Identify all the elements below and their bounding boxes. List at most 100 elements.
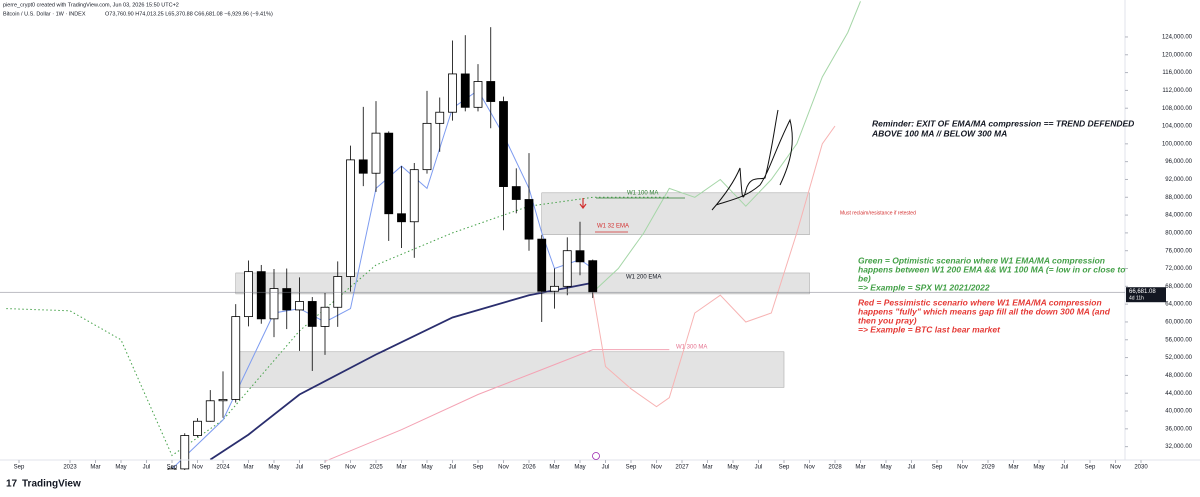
candle-body	[397, 213, 406, 223]
candle-body	[358, 159, 368, 174]
y-tick-label: 80,000.00	[1165, 230, 1192, 236]
x-tick-label: Sep	[932, 465, 943, 471]
candle-body	[333, 276, 343, 308]
y-tick-label: 68,000.00	[1165, 284, 1192, 290]
x-tick-label: May	[268, 465, 279, 471]
y-tick-label: 84,000.00	[1165, 213, 1192, 219]
candle-body	[499, 101, 508, 187]
ema32-label: W1 32 EMA	[597, 224, 629, 230]
x-tick-label: 2026	[522, 465, 536, 471]
candle-body	[193, 420, 202, 436]
candle-body	[320, 306, 330, 327]
x-tick-label: Mar	[90, 465, 100, 471]
y-tick-label: 108,000.00	[1162, 106, 1193, 112]
reminder: ABOVE 100 MA // BELOW 300 MA	[871, 128, 1007, 138]
x-tick-label: May	[115, 465, 126, 471]
green-note: Green = Optimistic scenario where W1 EMA…	[858, 255, 1105, 265]
y-tick-label: 52,000.00	[1165, 355, 1192, 361]
x-tick-label: May	[880, 465, 891, 471]
x-tick-label: May	[727, 465, 738, 471]
green-note: be)	[858, 273, 871, 283]
candle-body	[231, 316, 241, 400]
candle-body	[550, 285, 559, 292]
candle-body	[256, 271, 266, 320]
x-tick-label: May	[421, 465, 432, 471]
y-tick-label: 104,000.00	[1162, 124, 1193, 130]
x-tick-label: 2029	[981, 465, 995, 471]
candle-body	[537, 238, 547, 292]
ma300-label: W1 300 MA	[676, 345, 707, 351]
green-note: => Example = SPX W1 2021/2022	[858, 282, 990, 292]
x-tick-label: Jul	[143, 465, 151, 471]
indicator-line	[209, 281, 593, 461]
x-tick-label: Sep	[167, 465, 178, 471]
red-note: Red = Pessimistic scenario where W1 EMA/…	[858, 297, 1102, 307]
reminder: Reminder: EXIT OF EMA/MA compression == …	[872, 118, 1134, 128]
x-tick-label: Mar	[396, 465, 406, 471]
candle-body	[269, 288, 279, 320]
x-tick-label: Jul	[755, 465, 763, 471]
y-tick-label: 112,000.00	[1162, 88, 1192, 94]
candle-body	[371, 132, 381, 174]
candle-body	[562, 250, 572, 287]
candle-body	[218, 399, 228, 402]
zone	[235, 351, 785, 388]
candle-body	[409, 169, 419, 223]
logo-mark: 17	[6, 479, 18, 490]
y-tick-label: 124,000.00	[1162, 35, 1193, 41]
last-price-label: 66,681.08	[1129, 289, 1156, 295]
y-tick-label: 48,000.00	[1165, 373, 1192, 379]
x-tick-label: Mar	[855, 465, 865, 471]
x-tick-label: Nov	[192, 465, 203, 471]
event-icon	[592, 452, 600, 460]
x-tick-label: 2030	[1134, 465, 1148, 471]
x-tick-label: Nov	[957, 465, 968, 471]
drawing	[711, 109, 793, 211]
brand: TradingView	[22, 479, 81, 490]
indicator-line	[592, 125, 836, 408]
red-note: => Example = BTC last bear market	[858, 324, 1001, 334]
candle-body	[524, 199, 534, 240]
candle-body	[307, 301, 317, 327]
candle-body	[575, 250, 585, 263]
candle-body	[511, 186, 521, 200]
candle-body	[435, 111, 445, 124]
zones	[235, 192, 810, 388]
ema200-label: W1 200 EMA	[626, 275, 661, 281]
y-tick-label: 76,000.00	[1165, 248, 1192, 254]
x-tick-label: Jul	[1061, 465, 1069, 471]
candle-body	[384, 132, 394, 215]
countdown: 4d 11h	[1129, 296, 1144, 302]
x-tick-label: Mar	[549, 465, 559, 471]
x-tick-label: Nov	[804, 465, 815, 471]
footer	[0, 470, 1200, 497]
x-tick-label: 2023	[63, 465, 77, 471]
candle-body	[205, 400, 215, 422]
x-tick-label: Sep	[473, 465, 484, 471]
x-tick-label: Sep	[779, 465, 790, 471]
candle-body	[180, 435, 190, 470]
y-tick-label: 40,000.00	[1165, 409, 1192, 415]
red-note: then you pray)	[858, 315, 917, 325]
indicator-line	[592, 1, 861, 293]
x-tick-label: 2027	[675, 465, 689, 471]
candle-body	[244, 271, 253, 318]
x-tick-label: 2025	[369, 465, 383, 471]
ohlc: O73,760.90 H74,013.25 L65,370.88 C66,681…	[105, 11, 273, 17]
y-tick-label: 88,000.00	[1165, 195, 1192, 201]
axes: 32,000.00 36,000.00 40,000.00 44,000.00 48,0…	[0, 35, 1193, 471]
zone	[541, 192, 810, 235]
ma100-label: W1 100 MA	[627, 191, 658, 197]
candle-body	[295, 301, 304, 311]
zone	[235, 272, 810, 295]
x-tick-label: Mar	[702, 465, 712, 471]
green-note: happens between W1 200 EMA && W1 100 MA …	[858, 264, 1125, 274]
indicator-line	[324, 349, 670, 462]
resistance-note: Must reclaim/resistance if retested	[840, 210, 916, 216]
x-tick-label: Nov	[651, 465, 662, 471]
x-tick-label: Mar	[1008, 465, 1018, 471]
y-tick-label: 116,000.00	[1162, 70, 1192, 76]
candle-body	[346, 159, 355, 277]
x-tick-label: May	[574, 465, 585, 471]
